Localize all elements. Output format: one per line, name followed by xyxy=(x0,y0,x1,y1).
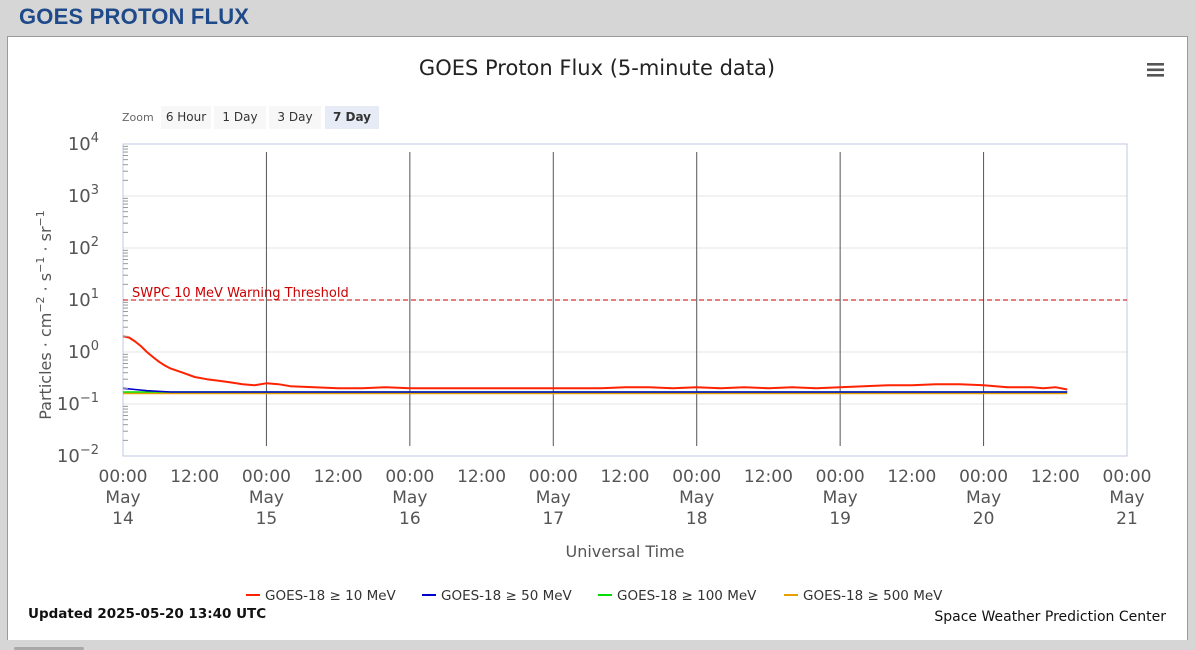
bottom-scroll-strip xyxy=(0,640,1195,650)
x-tick-label: 12:00 xyxy=(744,467,793,487)
proton-flux-chart: GOES Proton Flux (5-minute data) Zoom 6 … xyxy=(28,56,1166,625)
x-tick-label: 00:00 xyxy=(385,467,434,487)
y-tick-label: 103 xyxy=(68,183,99,207)
zoom-button-3-day[interactable]: 3 Day xyxy=(269,106,321,129)
x-tick-label: May xyxy=(1109,488,1144,508)
y-tick-label: 100 xyxy=(68,339,99,363)
x-tick-label: May xyxy=(966,488,1001,508)
zoom-controls: Zoom 6 Hour 1 Day 3 Day 7 Day xyxy=(122,106,379,129)
x-tick-label: 15 xyxy=(256,509,278,529)
y-axis: 104 103 102 101 100 10−1 10−2 xyxy=(57,131,128,467)
series-line-1 xyxy=(122,387,1068,393)
x-tick-label: 12:00 xyxy=(314,467,363,487)
legend-label: GOES-18 ≥ 50 MeV xyxy=(441,588,573,604)
threshold-label: SWPC 10 MeV Warning Threshold xyxy=(132,286,349,301)
x-tick-label: 00:00 xyxy=(816,467,865,487)
y-tick-label: 101 xyxy=(68,287,99,311)
x-tick-label: 18 xyxy=(686,509,708,529)
x-tick-label: 20 xyxy=(973,509,995,529)
zoom-button-label: 1 Day xyxy=(222,110,257,124)
series-lines xyxy=(122,335,1068,395)
x-tick-label: 12:00 xyxy=(170,467,219,487)
page-header: GOES PROTON FLUX xyxy=(0,0,1195,34)
x-tick-label: 00:00 xyxy=(1103,467,1152,487)
x-tick-label: May xyxy=(823,488,858,508)
x-tick-label: 12:00 xyxy=(457,467,506,487)
zoom-button-label: 7 Day xyxy=(333,110,371,124)
x-tick-label: May xyxy=(536,488,571,508)
x-tick-label: 00:00 xyxy=(529,467,578,487)
x-tick-label: 12:00 xyxy=(601,467,650,487)
chart-panel: GOES Proton Flux (5-minute data) Zoom 6 … xyxy=(7,36,1188,641)
x-tick-label: 14 xyxy=(112,509,134,529)
x-tick-label: 00:00 xyxy=(672,467,721,487)
x-tick-label: 19 xyxy=(829,509,851,529)
legend-item-2[interactable]: GOES-18 ≥ 100 MeV xyxy=(598,588,757,604)
threshold-line: SWPC 10 MeV Warning Threshold xyxy=(123,286,1127,301)
x-tick-label: 00:00 xyxy=(959,467,1008,487)
x-tick-label: 16 xyxy=(399,509,421,529)
legend: GOES-18 ≥ 10 MeV GOES-18 ≥ 50 MeV GOES-18 … xyxy=(246,588,943,604)
y-tick-label: 10−2 xyxy=(57,443,99,467)
zoom-button-6-hour[interactable]: 6 Hour xyxy=(161,106,211,129)
zoom-button-7-day[interactable]: 7 Day xyxy=(325,106,379,129)
legend-item-1[interactable]: GOES-18 ≥ 50 MeV xyxy=(422,588,573,604)
x-tick-label: 00:00 xyxy=(242,467,291,487)
chart-title: GOES Proton Flux (5-minute data) xyxy=(419,56,775,80)
zoom-label: Zoom xyxy=(122,111,154,124)
zoom-button-label: 6 Hour xyxy=(166,110,206,124)
x-tick-label: 00:00 xyxy=(99,467,148,487)
x-tick-label: May xyxy=(392,488,427,508)
day-separator-lines xyxy=(265,152,985,446)
x-tick-label: 17 xyxy=(542,509,564,529)
legend-item-0[interactable]: GOES-18 ≥ 10 MeV xyxy=(246,588,397,604)
page-title: GOES PROTON FLUX xyxy=(19,4,250,29)
chart-menu-icon[interactable] xyxy=(1146,61,1166,81)
y-axis-label: Particles · cm−2 · s−1 · sr−1 xyxy=(34,210,55,420)
x-tick-label: 21 xyxy=(1116,509,1138,529)
x-tick-label: 12:00 xyxy=(887,467,936,487)
credit-text: Space Weather Prediction Center xyxy=(934,609,1166,625)
legend-item-3[interactable]: GOES-18 ≥ 500 MeV xyxy=(784,588,943,604)
scrollbar-thumb[interactable] xyxy=(14,647,84,650)
x-axis-label: Universal Time xyxy=(565,542,684,561)
updated-timestamp: Updated 2025-05-20 13:40 UTC xyxy=(28,606,266,622)
x-tick-label: May xyxy=(679,488,714,508)
zoom-button-label: 3 Day xyxy=(277,110,312,124)
legend-label: GOES-18 ≥ 500 MeV xyxy=(803,588,943,604)
x-tick-label: May xyxy=(249,488,284,508)
y-tick-label: 102 xyxy=(68,235,99,259)
zoom-button-1-day[interactable]: 1 Day xyxy=(214,106,266,129)
y-tick-label: 104 xyxy=(68,131,99,155)
series-line-0 xyxy=(122,335,1068,391)
legend-label: GOES-18 ≥ 10 MeV xyxy=(265,588,397,604)
y-tick-label: 10−1 xyxy=(57,391,99,415)
legend-label: GOES-18 ≥ 100 MeV xyxy=(617,588,757,604)
x-tick-label: May xyxy=(105,488,140,508)
x-tick-label: 12:00 xyxy=(1031,467,1080,487)
